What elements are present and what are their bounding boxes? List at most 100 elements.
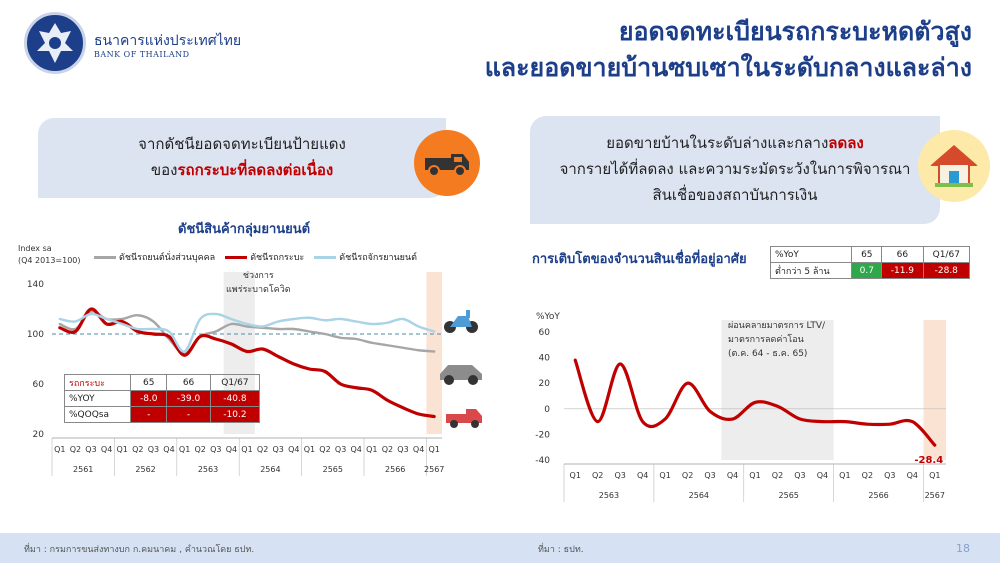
legend-swatch-lightblue <box>314 255 337 259</box>
housing-table-row: ต่ำกว่า 5 ล้าน 0.7 -11.9 -28.8 <box>769 262 971 279</box>
ltv-note-line-3: (ต.ค. 64 - ธ.ค. 65) <box>728 349 808 359</box>
y-tick-label: 60 <box>539 328 551 338</box>
x-year-label: 2565 <box>779 491 799 500</box>
org-name-english: BANK OF THAILAND <box>94 50 190 59</box>
x-tick-label: Q4 <box>163 445 174 454</box>
left-callout-highlight: รถกระบะที่ลดลงต่อเนื่อง <box>177 161 334 179</box>
shaded-period-band <box>721 320 834 460</box>
pickup-table-header-66: 66 <box>166 374 211 391</box>
y-tick-label: 40 <box>539 354 551 364</box>
bot-logo <box>24 12 86 74</box>
pickup-table-row-label: %QOQsa <box>63 406 132 423</box>
housing-table-cell: -11.9 <box>881 262 924 279</box>
right-ylabel: %YoY <box>536 312 560 322</box>
x-tick-label: Q2 <box>319 445 330 454</box>
title-line-1: ยอดจดทะเบียนรถกระบะหดตัวสูง <box>618 17 972 46</box>
x-tick-label: Q3 <box>397 445 408 454</box>
pickup-table-cell: - <box>130 406 168 423</box>
x-tick-label: Q3 <box>704 471 715 480</box>
legend-label-motorcycle: ดัชนีรถจักรยานยนต์ <box>339 253 417 263</box>
pickup-table-header-65: 65 <box>130 374 168 391</box>
series-line-1 <box>58 307 436 419</box>
left-chart-title: ดัชนีสินค้ากลุ่มยานยนต์ <box>178 222 311 237</box>
right-callout-highlight: ลดลง <box>828 134 864 152</box>
x-tick-label: Q3 <box>884 471 895 480</box>
x-tick-label: Q2 <box>382 445 393 454</box>
x-tick-label: Q2 <box>862 471 873 480</box>
left-index-label-2: (Q4 2013=100) <box>18 256 81 265</box>
x-year-label: 2562 <box>135 465 155 474</box>
title-line-2: และยอดขายบ้านซบเซาในระดับกลางและล่าง <box>484 53 972 82</box>
covid-note-line-2: แพร่ระบาดโควิด <box>226 285 291 295</box>
x-tick-label: Q1 <box>929 471 940 480</box>
x-tick-label: Q4 <box>226 445 237 454</box>
pickup-table-cell: - <box>166 406 211 423</box>
x-tick-label: Q3 <box>794 471 805 480</box>
right-line-chart: -40 -20 0 20 40 60 Q1 Q2 Q3 Q4 Q1 Q2 Q3 Q4 Q1 Q2 Q3 Q4 Q1 Q… <box>535 320 946 502</box>
x-tick-label: Q4 <box>101 445 112 454</box>
legend-passenger-car: ดัชนีรถยนต์นั่งส่วนบุคคล <box>94 250 215 264</box>
pickup-growth-table: รถกระบะ 65 66 Q1/67 %YOY -8.0 -39.0 -40.… <box>63 374 261 423</box>
covid-note-line-1: ช่วงการ <box>242 271 274 281</box>
x-tick-label: Q2 <box>132 445 143 454</box>
x-year-label: 2566 <box>868 491 888 500</box>
pickup-table-cell: -10.2 <box>209 406 261 423</box>
end-value-label: -28.4 <box>914 455 943 466</box>
housing-table-header-q1: Q1/67 <box>922 246 971 263</box>
x-tick-label: Q2 <box>772 471 783 480</box>
housing-table-header-65: 65 <box>851 246 883 263</box>
x-tick-label: Q2 <box>592 471 603 480</box>
housing-table-header-row: %YoY 65 66 Q1/67 <box>769 246 971 263</box>
left-callout: จากดัชนียอดจดทะเบียนป้ายแดง ของรถกระบะที… <box>38 118 446 198</box>
housing-table-cell: 0.7 <box>851 262 883 279</box>
y-tick-label: 20 <box>539 379 551 389</box>
legend-label-passenger-car: ดัชนีรถยนต์นั่งส่วนบุคคล <box>119 253 216 263</box>
pickup-table-row-yoy: %YOY -8.0 -39.0 -40.8 <box>63 390 261 407</box>
y-tick-label: -40 <box>535 456 550 466</box>
x-year-label: 2561 <box>73 465 93 474</box>
x-tick-label: Q1 <box>659 471 670 480</box>
x-tick-label: Q4 <box>351 445 362 454</box>
x-tick-label: Q4 <box>907 471 918 480</box>
x-tick-label: Q4 <box>413 445 424 454</box>
pickup-table-row-label: %YOY <box>63 390 132 407</box>
x-tick-label: Q4 <box>727 471 738 480</box>
y-tick-label: 140 <box>27 280 44 290</box>
x-tick-label: Q4 <box>817 471 828 480</box>
shaded-period-band <box>923 320 946 460</box>
left-legend: ดัชนีรถยนต์นั่งส่วนบุคคล ดัชนีรถกระบะ ดั… <box>94 250 417 264</box>
series-line-0 <box>58 310 436 356</box>
y-tick-label: 100 <box>27 330 44 340</box>
x-tick-label: Q1 <box>570 471 581 480</box>
garuda-emblem-icon <box>37 23 73 63</box>
footer-bar: ที่มา : กรมการขนส่งทางบก ก.คมนาคม , คำนว… <box>0 533 1000 563</box>
x-tick-label: Q1 <box>179 445 190 454</box>
right-callout: ยอดขายบ้านในระดับล่างและกลางลดลง จากรายไ… <box>530 116 940 224</box>
house-icon <box>918 130 990 202</box>
right-callout-line-2: จากรายได้ที่ลดลง และความระมัดระวังในการพ… <box>559 160 911 178</box>
covid-note: ช่วงการ แพร่ระบาดโควิด <box>226 268 291 296</box>
x-tick-label: Q3 <box>210 445 221 454</box>
x-tick-label: Q3 <box>148 445 159 454</box>
housing-loan-table: %YoY 65 66 Q1/67 ต่ำกว่า 5 ล้าน 0.7 -11.… <box>769 246 971 279</box>
org-name-thai: ธนาคารแห่งประเทศไทย <box>94 33 242 49</box>
x-tick-label: Q1 <box>839 471 850 480</box>
left-callout-line-2: ของรถกระบะที่ลดลงต่อเนื่อง <box>38 157 446 183</box>
series-line-2 <box>58 312 436 353</box>
left-index-label-1: Index sa <box>18 244 52 253</box>
left-callout-prefix: ของ <box>150 161 178 179</box>
pickup-table-cell: -8.0 <box>130 390 168 407</box>
x-year-label: 2567 <box>925 491 945 500</box>
pickup-table-cell: -40.8 <box>209 390 261 407</box>
page-title: ยอดจดทะเบียนรถกระบะหดตัวสูง และยอดขายบ้า… <box>485 14 972 86</box>
x-tick-label: Q3 <box>335 445 346 454</box>
pickup-table-cell: -39.0 <box>166 390 211 407</box>
legend-label-pickup: ดัชนีรถกระบะ <box>250 253 305 263</box>
right-callout-line-3: สินเชื่อของสถาบันการเงิน <box>652 186 818 204</box>
x-year-label: 2565 <box>323 465 343 474</box>
legend-swatch-gray <box>94 255 116 259</box>
x-tick-label: Q3 <box>614 471 625 480</box>
x-year-label: 2564 <box>689 491 709 500</box>
y-tick-label: -20 <box>535 430 550 440</box>
legend-motorcycle: ดัชนีรถจักรยานยนต์ <box>314 250 417 264</box>
